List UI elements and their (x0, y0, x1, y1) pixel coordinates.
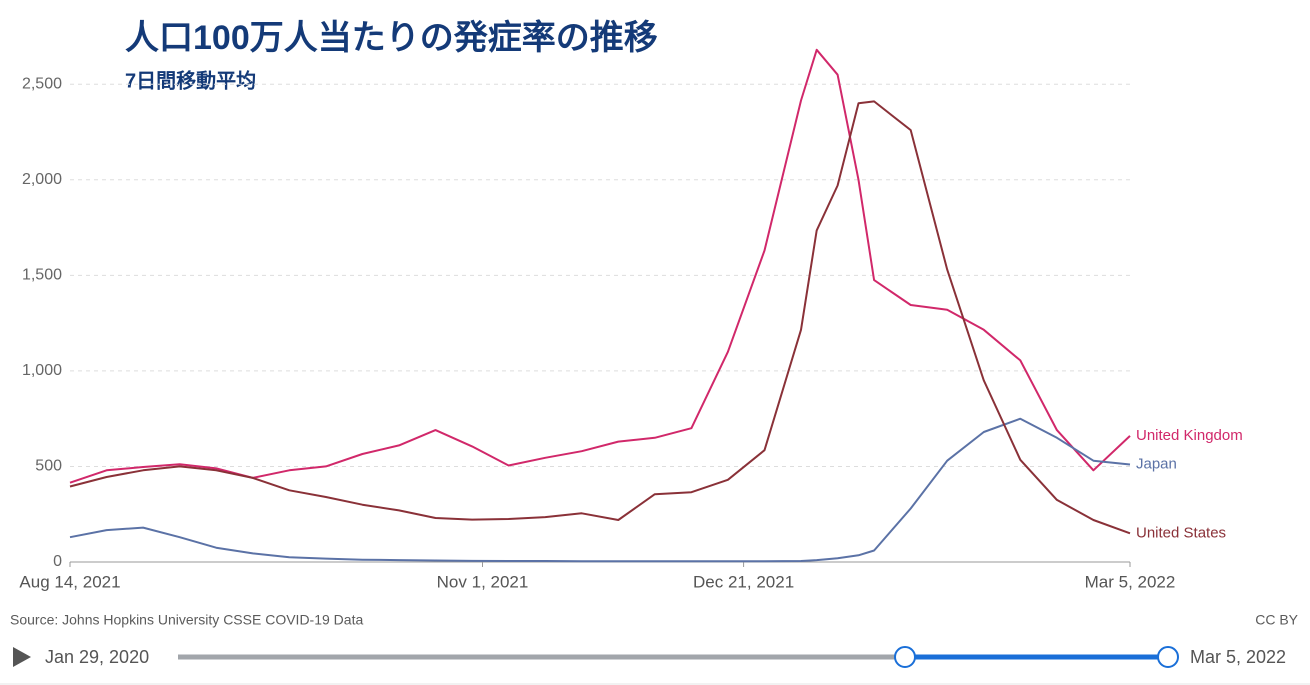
y-tick-label: 0 (53, 553, 62, 570)
y-tick-label: 2,000 (22, 171, 62, 188)
x-tick-label: Aug 14, 2021 (19, 572, 120, 591)
x-tick-label: Nov 1, 2021 (437, 572, 529, 591)
timeline-handle[interactable] (894, 646, 916, 668)
source: Source: Johns Hopkins University CSSE CO… (10, 612, 363, 628)
x-tick-label: Dec 21, 2021 (693, 572, 794, 591)
timeline-start[interactable]: Jan 29, 2020 (45, 647, 149, 667)
legend-label: Japan (1136, 456, 1177, 473)
y-tick-label: 500 (35, 458, 62, 475)
license: CC BY (1255, 612, 1298, 628)
series-line (69, 48, 1131, 484)
x-tick-label: Mar 5, 2022 (1085, 572, 1176, 591)
chart-title: 人口100万人当たりの発症率の推移 (125, 19, 658, 57)
y-tick-label: 2,500 (22, 75, 62, 92)
y-tick-label: 1,500 (22, 267, 62, 284)
series-line (69, 100, 1131, 535)
chart-subtitle: 7日間移動平均 (125, 68, 256, 92)
legend-label: United States (1136, 524, 1226, 541)
play-button[interactable] (13, 647, 31, 667)
y-tick-label: 1,000 (22, 362, 62, 379)
timeline-handle[interactable] (1157, 646, 1179, 668)
series-line (69, 417, 1131, 563)
legend-label: United Kingdom (1136, 427, 1243, 444)
timeline-end[interactable]: Mar 5, 2022 (1190, 647, 1286, 667)
